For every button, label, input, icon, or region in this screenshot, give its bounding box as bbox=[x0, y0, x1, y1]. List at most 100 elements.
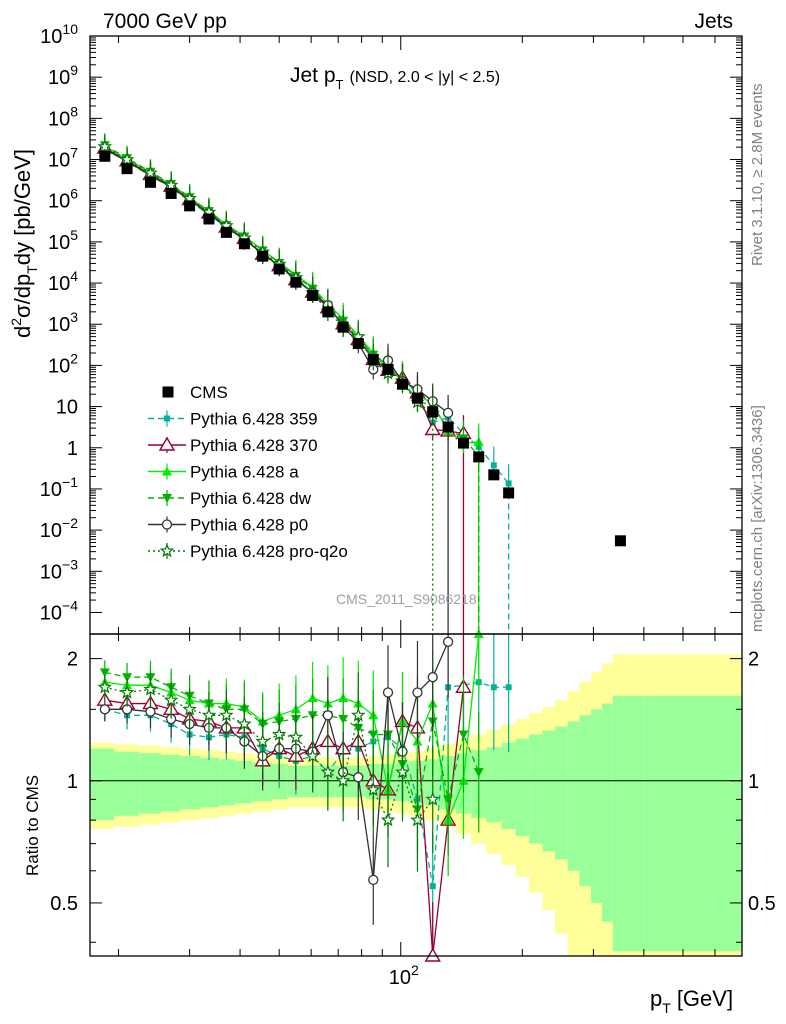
marker-star bbox=[163, 177, 179, 192]
marker-star bbox=[395, 764, 410, 779]
band-green bbox=[591, 709, 602, 903]
band-green bbox=[114, 751, 140, 816]
ratio-series bbox=[96, 629, 512, 962]
header-left: 7000 GeV pp bbox=[103, 10, 227, 33]
band-green bbox=[612, 695, 644, 952]
axis-ticks bbox=[90, 35, 743, 956]
y-tick-label: 104 bbox=[48, 268, 78, 295]
marker-square bbox=[457, 437, 469, 449]
marker-open-circle bbox=[145, 706, 156, 717]
marker-inverted-triangle bbox=[443, 795, 454, 805]
marker-open-triangle bbox=[424, 947, 441, 962]
y-tick-label: 103 bbox=[48, 309, 78, 336]
marker-square bbox=[505, 480, 512, 487]
ratio-tick-label-right: 0.5 bbox=[748, 893, 776, 915]
marker-square bbox=[352, 338, 364, 350]
marker-square bbox=[273, 263, 285, 275]
marker-inverted-triangle bbox=[368, 730, 379, 740]
marker-star bbox=[410, 812, 425, 827]
band-green bbox=[303, 765, 320, 798]
marker-square bbox=[337, 321, 349, 333]
band-green bbox=[542, 730, 556, 852]
marker-square bbox=[162, 386, 174, 398]
band-green bbox=[161, 754, 181, 812]
legend-entry: Pythia 6.428 370 bbox=[148, 436, 318, 455]
marker-open-circle bbox=[442, 407, 454, 419]
marker-inverted-triangle bbox=[458, 730, 469, 740]
ratio-tick-label-right: 2 bbox=[748, 649, 759, 671]
marker-inverted-triangle bbox=[122, 673, 133, 683]
main-line-4 bbox=[104, 148, 449, 414]
marker-open-circle bbox=[353, 772, 364, 783]
marker-inverted-triangle bbox=[99, 668, 110, 678]
marker-square bbox=[144, 176, 156, 188]
marker-open-circle bbox=[427, 672, 438, 683]
rivet-label: Rivet 3.1.10, ≥ 2.8M events bbox=[749, 84, 766, 267]
main-y-axis-label: d2σ/dpTdy [pb/GeV] bbox=[8, 149, 40, 338]
analysis-watermark: CMS_2011_S9086218 bbox=[336, 591, 477, 607]
y-tick-label: 10−4 bbox=[40, 597, 78, 624]
band-green bbox=[272, 763, 288, 800]
marker-star bbox=[219, 707, 234, 722]
mcplots-label: mcplots.cern.ch [arXiv:1306.3436] bbox=[749, 405, 766, 632]
marker-square bbox=[307, 289, 319, 301]
legend-entry: CMS bbox=[162, 383, 228, 402]
legend-entry: Pythia 6.428 dw bbox=[148, 489, 312, 508]
y-tick-label: 10 bbox=[56, 397, 78, 419]
marker-star bbox=[366, 782, 381, 797]
marker-square bbox=[121, 163, 133, 175]
marker-open-circle bbox=[322, 710, 334, 721]
y-tick-label: 102 bbox=[48, 350, 78, 377]
y-tick-label: 108 bbox=[48, 103, 78, 130]
marker-star bbox=[201, 707, 217, 722]
marker-square bbox=[411, 392, 423, 404]
y-tick-label: 10−2 bbox=[40, 515, 78, 542]
band-green bbox=[529, 734, 543, 844]
marker-star bbox=[119, 152, 135, 166]
legend-entry: Pythia 6.428 p0 bbox=[148, 516, 308, 535]
legend-entry: Pythia 6.428 pro-q2o bbox=[148, 542, 348, 561]
tick-labels: 101010910810710610510410310210−110−210−3… bbox=[40, 21, 776, 989]
marker-triangle bbox=[162, 466, 172, 476]
ratio-plot-frame bbox=[89, 633, 743, 957]
band-green bbox=[139, 753, 162, 814]
y-tick-label: 107 bbox=[48, 145, 78, 172]
legend-label: Pythia 6.428 p0 bbox=[190, 516, 308, 535]
x-axis-label: pT [GeV] bbox=[650, 986, 733, 1016]
marker-square bbox=[490, 462, 497, 469]
marker-square bbox=[164, 415, 170, 422]
y-tick-label: 1010 bbox=[40, 21, 78, 48]
legend-label: Pythia 6.428 a bbox=[190, 463, 299, 482]
marker-square bbox=[505, 684, 512, 691]
marker-square bbox=[429, 883, 436, 890]
legend-entry: Pythia 6.428 359 bbox=[148, 410, 318, 429]
ratio-tick-label-right: 1 bbox=[748, 771, 759, 793]
marker-square bbox=[203, 213, 215, 225]
marker-star bbox=[351, 707, 366, 722]
marker-square bbox=[442, 421, 454, 433]
marker-star bbox=[425, 791, 440, 806]
y-tick-label: 1 bbox=[67, 438, 78, 460]
marker-star bbox=[335, 773, 351, 787]
marker-star bbox=[255, 733, 270, 748]
marker-star bbox=[271, 726, 287, 741]
marker-star bbox=[237, 716, 252, 731]
marker-open-circle bbox=[382, 687, 394, 698]
marker-open-circle bbox=[412, 687, 423, 698]
marker-square bbox=[614, 535, 626, 547]
legend-label: CMS bbox=[190, 383, 228, 402]
marker-inverted-triangle bbox=[473, 768, 484, 778]
band-green bbox=[219, 759, 236, 806]
marker-star bbox=[159, 543, 175, 558]
marker-square bbox=[488, 469, 500, 481]
plot-title: Jet pT (NSD, 2.0 < |y| < 2.5) bbox=[290, 64, 500, 92]
marker-square bbox=[99, 150, 111, 162]
ratio-uncertainty-bands bbox=[90, 654, 742, 956]
marker-inverted-triangle bbox=[338, 714, 349, 724]
marker-square bbox=[165, 187, 177, 199]
header-right: Jets bbox=[694, 10, 733, 33]
marker-star bbox=[320, 764, 336, 779]
marker-star bbox=[163, 692, 179, 707]
legend-label: Pythia 6.428 pro-q2o bbox=[190, 542, 348, 561]
